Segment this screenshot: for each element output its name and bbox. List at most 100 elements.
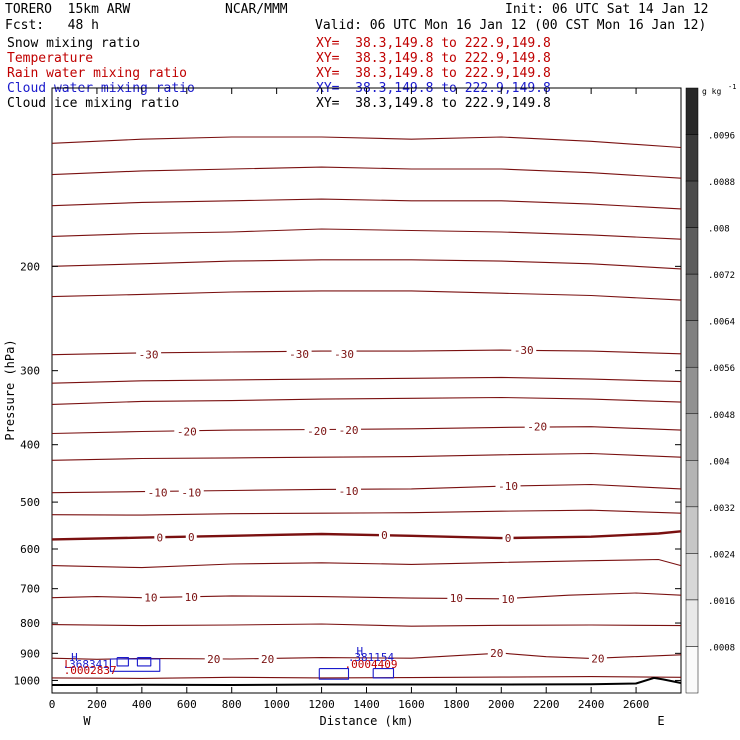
extremum-label-5: H xyxy=(356,645,363,658)
contour-label-14: 0 xyxy=(188,531,195,544)
y-tick-label-400: 400 xyxy=(20,439,40,452)
contour-label-bg-24 xyxy=(588,652,607,665)
colorbar-label-12: .0008 xyxy=(708,643,735,653)
contour-label-bg-2 xyxy=(286,347,312,360)
contour-label-24: 20 xyxy=(591,652,604,665)
x-axis-label: Distance (km) xyxy=(320,714,414,728)
contour-label-bg-11 xyxy=(336,485,362,498)
temperature-contour-t-40 xyxy=(51,198,682,210)
contour-label-10: -10 xyxy=(181,487,201,500)
cloud-water-contour-1 xyxy=(109,658,161,672)
contour-label-bg-6 xyxy=(304,424,330,437)
extremum-label-7: .0004409 xyxy=(345,658,398,671)
temperature-contour-t10 xyxy=(51,592,682,600)
contour-label-21: 20 xyxy=(207,653,220,666)
field-cloud-ice-xy: XY= 38.3,149.8 to 222.9,149.8 xyxy=(316,96,551,111)
contour-label-7: -20 xyxy=(339,424,359,437)
contour-label-8: -20 xyxy=(527,421,547,434)
temperature-contour-t-20 xyxy=(51,426,682,435)
contour-label-16: 0 xyxy=(505,532,512,545)
field-snow-xy: XY= 38.3,149.8 to 222.9,149.8 xyxy=(316,36,551,51)
temperature-contour-t-15 xyxy=(51,452,682,461)
contour-label-13: 0 xyxy=(157,532,164,545)
x-tick-label-1200: 1200 xyxy=(308,698,335,711)
colorbar-label-1: .0096 xyxy=(708,132,735,142)
contour-label-bg-17 xyxy=(141,591,160,604)
colorbar-band-5 xyxy=(685,273,699,321)
temperature-contour-t15 xyxy=(51,623,682,627)
cloud-water-contour-4 xyxy=(318,668,350,680)
contour-label-bg-16 xyxy=(502,532,514,545)
field-rain-water-mixing-ratio: Rain water mixing ratio xyxy=(7,66,188,81)
y-tick-label-800: 800 xyxy=(20,617,40,630)
extremum-label-4: .0002837 xyxy=(64,664,117,677)
contour-label-bg-21 xyxy=(204,652,223,665)
y-tick-label-600: 600 xyxy=(20,543,40,556)
x-tick-label-2600: 2600 xyxy=(623,698,650,711)
colorbar-band-8 xyxy=(685,413,699,461)
temperature-contour-t05 xyxy=(51,558,682,569)
extremum-label-3: .368341 xyxy=(63,658,109,671)
colorbar-band-13 xyxy=(685,646,699,694)
contour-label-bg-8 xyxy=(524,420,550,433)
y-tick-label-1000: 1000 xyxy=(14,674,41,687)
x-tick-label-1000: 1000 xyxy=(263,698,290,711)
contour-label-19: 10 xyxy=(450,592,463,605)
contour-label-11: -10 xyxy=(339,485,359,498)
model-title: TORERO 15km ARW xyxy=(5,2,131,17)
temperature-contour-t25 xyxy=(51,676,682,679)
cloud-water-contour-3 xyxy=(136,657,152,667)
colorbar-label-3: .008 xyxy=(708,225,730,235)
contour-label-bg-15 xyxy=(378,528,390,541)
colorbar-label-5: .0064 xyxy=(708,318,735,328)
colorbar-label-2: .0088 xyxy=(708,178,735,188)
contour-label-5: -20 xyxy=(177,425,197,438)
colorbar-label-8: .004 xyxy=(708,457,730,467)
extremum-label-2: L xyxy=(64,658,71,671)
colorbar-label-7: .0048 xyxy=(708,411,735,421)
contour-label-15: 0 xyxy=(381,529,388,542)
contour-label-bg-1 xyxy=(136,348,162,361)
contour-label-bg-3 xyxy=(331,347,357,360)
contour-label-bg-13 xyxy=(154,531,166,544)
x-tick-label-1600: 1600 xyxy=(398,698,425,711)
contour-label-1: -30 xyxy=(139,349,159,362)
colorbar-band-11 xyxy=(685,553,699,601)
temperature-contour-t-38 xyxy=(51,228,682,240)
field-rain-water-xy: XY= 38.3,149.8 to 222.9,149.8 xyxy=(316,66,551,81)
forecast-hour: Fcst: 48 h xyxy=(5,18,99,33)
colorbar-band-6 xyxy=(685,320,699,368)
colorbar-label-9: .0032 xyxy=(708,504,735,514)
extremum-label-1: H xyxy=(71,651,78,664)
temperature-contour-t-28 xyxy=(51,376,682,384)
colorbar-band-7 xyxy=(685,366,699,415)
colorbar-units-exponent: -1 xyxy=(728,83,736,91)
contour-label-18: 10 xyxy=(185,591,198,604)
colorbar-band-4 xyxy=(685,227,699,275)
contour-label-2: -30 xyxy=(289,348,309,361)
contour-label-bg-12 xyxy=(495,480,521,493)
temperature-contour-t-33 xyxy=(51,290,682,301)
colorbar-units: g kg xyxy=(702,87,721,96)
field-cloud-ice-mixing-ratio: Cloud ice mixing ratio xyxy=(7,96,180,111)
x-tick-label-0: 0 xyxy=(49,698,56,711)
contour-label-bg-20 xyxy=(499,592,518,605)
colorbar-band-1 xyxy=(685,87,699,135)
colorbar-band-9 xyxy=(685,460,699,508)
temperature-contour-t00 xyxy=(51,530,682,541)
contour-label-bg-14 xyxy=(185,531,197,544)
temperature-contour-t-25 xyxy=(51,396,682,405)
contour-label-23: 20 xyxy=(490,647,503,660)
contour-label-4: -30 xyxy=(514,344,534,357)
contour-label-bg-7 xyxy=(336,424,362,437)
extremum-label-6: .381154 xyxy=(348,651,395,664)
x-tick-label-600: 600 xyxy=(177,698,197,711)
contour-label-17: 10 xyxy=(144,592,157,605)
contour-label-bg-5 xyxy=(174,425,200,438)
y-tick-label-700: 700 xyxy=(20,583,40,596)
y-tick-label-300: 300 xyxy=(20,365,40,378)
colorbar-label-10: .0024 xyxy=(708,550,735,560)
colorbar-band-2 xyxy=(685,134,699,182)
terrain-line xyxy=(51,676,682,687)
